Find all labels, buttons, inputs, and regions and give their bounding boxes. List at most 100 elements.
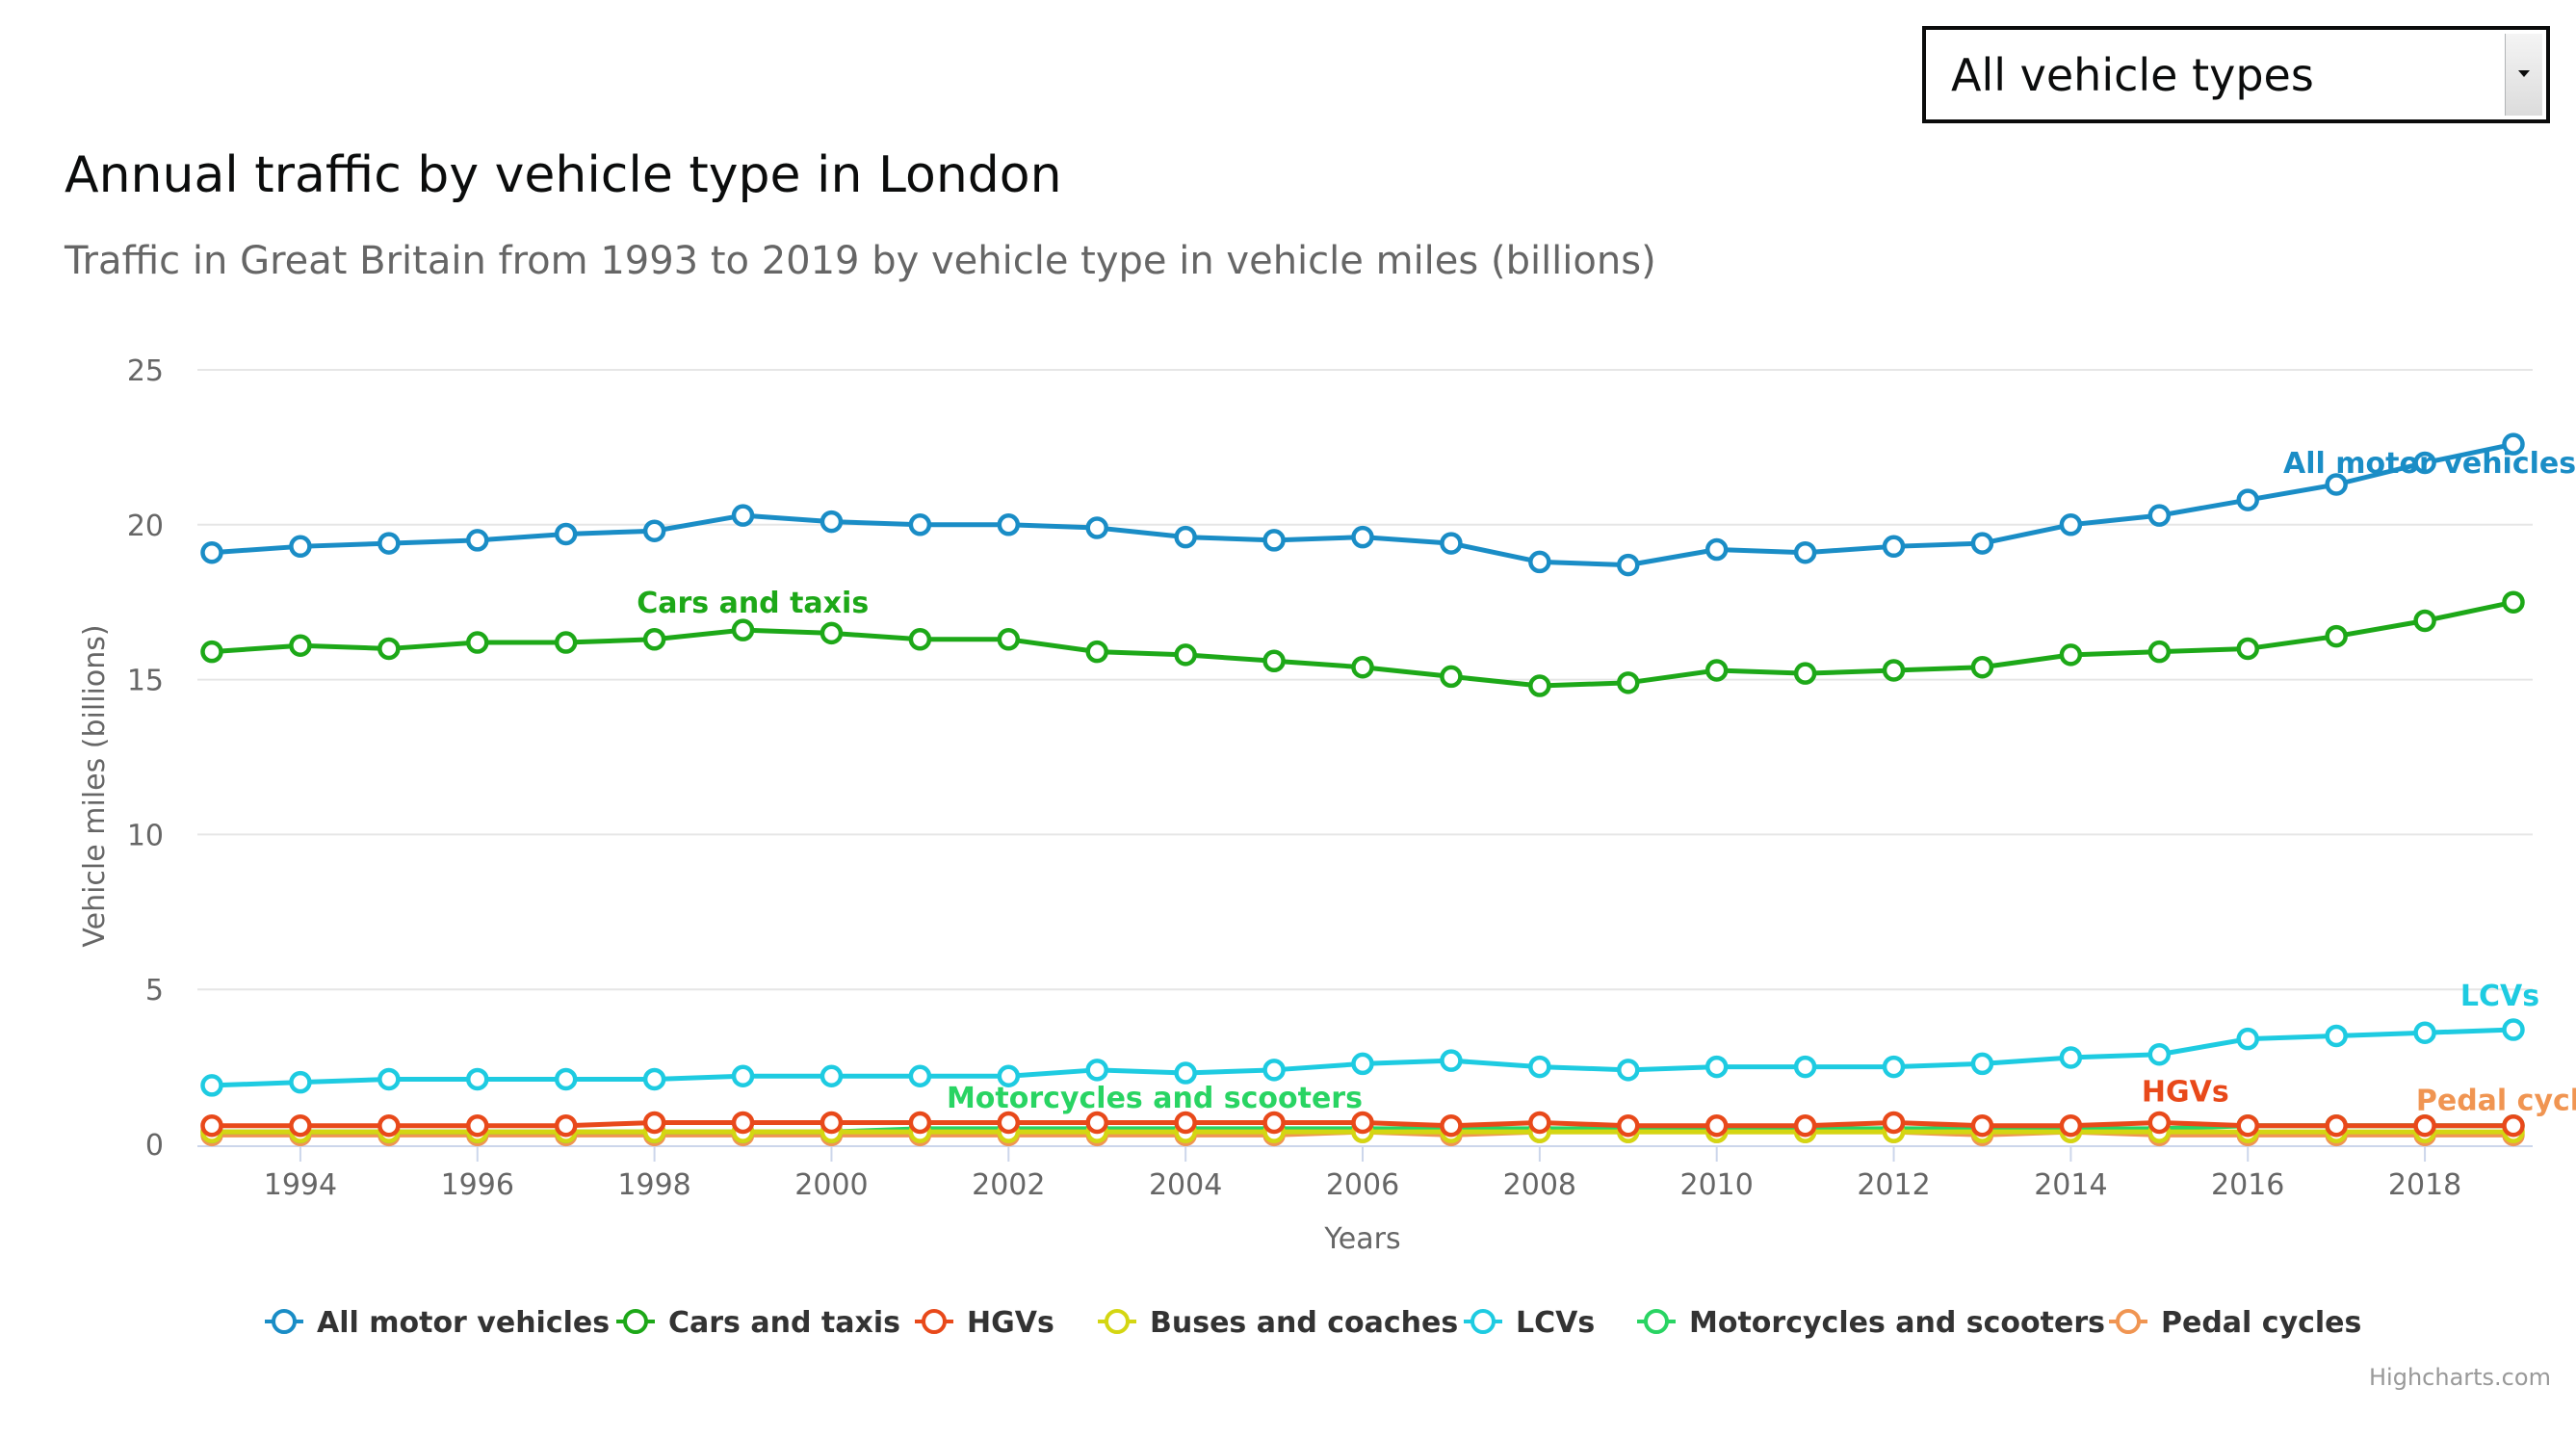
x-tick-label: 2010 (1680, 1168, 1754, 1202)
y-tick-label: 10 (127, 819, 164, 852)
data-point (2059, 1113, 2083, 1138)
y-tick-label: 15 (127, 665, 164, 698)
data-point (1793, 1113, 1817, 1138)
data-point (377, 1113, 401, 1138)
data-point (1882, 1055, 1906, 1079)
data-point (2325, 473, 2348, 496)
data-point (908, 513, 932, 536)
chart-title: Annual traffic by vehicle type in London (65, 146, 1062, 204)
x-tick-label: 1998 (617, 1168, 690, 1202)
data-point (466, 529, 489, 552)
data-point (2502, 590, 2525, 614)
data-point (820, 510, 844, 534)
legend-item: All motor vehicles (317, 1306, 610, 1340)
y-tick-label: 25 (127, 354, 164, 388)
data-point (908, 628, 932, 651)
data-point (2413, 1113, 2436, 1138)
data-point (2236, 637, 2259, 661)
data-point (1262, 1111, 1286, 1135)
data-point (200, 640, 223, 664)
data-point (1085, 640, 1108, 664)
data-point (731, 504, 755, 527)
data-point (1882, 659, 1906, 682)
data-point (642, 1067, 666, 1091)
data-point (1174, 1061, 1197, 1085)
data-point (1351, 1111, 1374, 1135)
highcharts-credit[interactable]: Highcharts.com (2369, 1364, 2551, 1391)
data-point (200, 540, 223, 564)
data-point (1617, 671, 1640, 694)
data-point (820, 1111, 844, 1135)
data-point (2413, 609, 2436, 633)
data-point (1617, 1113, 1640, 1138)
data-point (642, 628, 666, 651)
data-point (1085, 1059, 1108, 1082)
x-tick-label: 2012 (1857, 1168, 1930, 1202)
chevron-down-icon[interactable] (2505, 34, 2542, 116)
data-point (2413, 1021, 2436, 1044)
data-point (1351, 525, 1374, 549)
data-point (1882, 535, 1906, 559)
y-tick-label: 20 (127, 510, 164, 543)
data-point (997, 513, 1021, 536)
series-label: All motor vehicles (2283, 447, 2576, 481)
data-point (2147, 1111, 2172, 1135)
data-point (466, 1113, 489, 1138)
x-tick-label: 2008 (1503, 1168, 1576, 1202)
legend-item: Pedal cycles (2161, 1306, 2361, 1340)
data-point (289, 1070, 312, 1094)
data-point (554, 522, 578, 546)
legend-marker (1105, 1309, 1130, 1334)
legend-marker (623, 1309, 648, 1334)
data-point (820, 621, 844, 645)
legend-item: Buses and coaches (1150, 1306, 1458, 1340)
data-point (1262, 529, 1286, 552)
data-point (2147, 1042, 2172, 1066)
data-point (1970, 1052, 1994, 1076)
data-point (289, 535, 312, 559)
x-tick-label: 2000 (794, 1168, 868, 1202)
data-point (1174, 525, 1197, 549)
vehicle-type-select[interactable]: All vehicle types (1922, 26, 2550, 123)
data-point (200, 1113, 223, 1138)
y-axis-title: Vehicle miles (billions) (78, 624, 112, 947)
legend-marker (2116, 1309, 2141, 1334)
data-point (2236, 488, 2259, 511)
data-point (1704, 537, 1729, 562)
data-point (642, 519, 666, 542)
chart-subtitle: Traffic in Great Britain from 1993 to 20… (65, 239, 1656, 283)
series-label: Motorcycles and scooters (947, 1082, 1363, 1115)
legend-item: Cars and taxis (668, 1306, 900, 1340)
data-point (997, 1111, 1021, 1135)
data-point (2502, 1113, 2525, 1138)
data-point (2325, 1024, 2348, 1048)
data-point (1440, 665, 1463, 689)
data-point (2236, 1113, 2259, 1138)
data-point (1440, 532, 1463, 555)
x-tick-label: 2004 (1149, 1168, 1222, 1202)
data-point (1793, 1055, 1817, 1079)
data-point (2502, 1018, 2525, 1041)
x-tick-label: 2006 (1326, 1168, 1399, 1202)
data-point (1262, 649, 1286, 673)
data-point (731, 1111, 755, 1135)
data-point (1882, 1111, 1906, 1135)
data-point (1704, 659, 1729, 682)
data-point (1528, 1055, 1551, 1079)
x-tick-label: 2014 (2034, 1168, 2107, 1202)
vehicle-type-select-value: All vehicle types (1951, 49, 2314, 101)
x-axis-title: Years (1323, 1222, 1400, 1256)
data-point (642, 1111, 666, 1135)
data-point (377, 637, 401, 661)
x-tick-label: 2016 (2211, 1168, 2284, 1202)
data-point (2059, 513, 2083, 536)
legend-marker (1470, 1309, 1496, 1334)
data-point (2413, 451, 2436, 475)
legend-item: LCVs (1516, 1306, 1595, 1340)
data-point (1528, 1111, 1551, 1135)
data-point (2147, 504, 2172, 527)
series-label: LCVs (2460, 980, 2539, 1013)
x-tick-label: 1996 (441, 1168, 514, 1202)
data-point (908, 1064, 932, 1087)
